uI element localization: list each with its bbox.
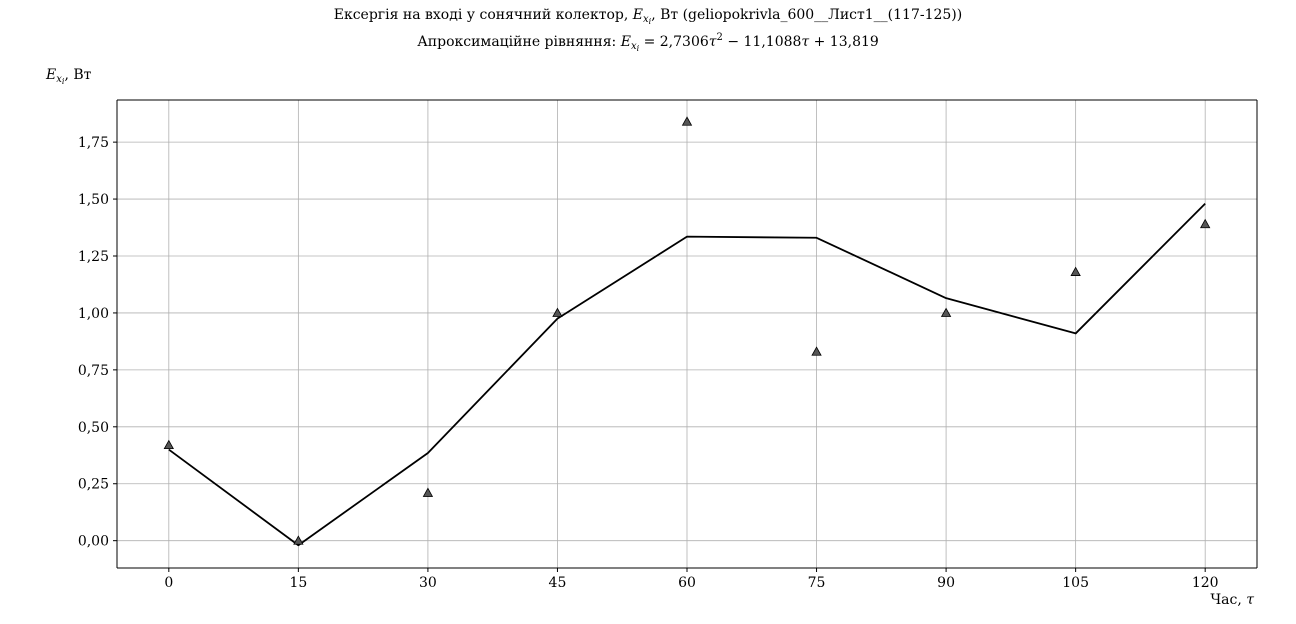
x-axis-label: Час, τ — [1210, 592, 1254, 608]
y-tick-label-6: 1,50 — [78, 192, 109, 208]
chart-title: Ексергія на вході у сонячний колектор, E… — [0, 7, 1296, 26]
y-tick-label-1: 0,25 — [78, 477, 109, 493]
data-point-5 — [811, 346, 822, 356]
chart-title-symbol-sub: xi — [642, 14, 652, 26]
y-tick-label-3: 0,75 — [78, 363, 109, 379]
data-point-3 — [552, 307, 563, 317]
series-line-0 — [168, 202, 1206, 547]
x-tick-label-1: 15 — [289, 575, 307, 591]
data-point-0 — [163, 439, 174, 450]
x-tick-label-5: 75 — [808, 575, 826, 591]
subtitle-lhs-sub: xi — [630, 41, 640, 53]
y-tick-label-5: 1,25 — [78, 249, 109, 265]
x-tick-label-6: 90 — [937, 575, 955, 591]
subtitle-tau-2: τ — [801, 34, 810, 50]
subtitle-eq-part3: + 13,819 — [809, 34, 879, 50]
subtitle-power: 2 — [716, 32, 723, 43]
subtitle-tau-1: τ — [708, 34, 717, 50]
chart-title-symbol: E — [632, 7, 643, 23]
y-axis-label-unit: , Вт — [64, 67, 92, 83]
x-tick-label-4: 60 — [678, 575, 696, 591]
x-tick-label-3: 45 — [549, 575, 567, 591]
y-tick-label-7: 1,75 — [78, 135, 109, 151]
data-point-7 — [1070, 266, 1081, 276]
data-point-2 — [422, 487, 434, 497]
subtitle-lhs: E — [620, 34, 631, 50]
y-axis-label: Exi, Вт — [46, 67, 91, 86]
ticks: 0 15 30 45 60 75 90 105 120 0,00 0,25 0,50 0,75 1,00 1… — [78, 135, 1219, 591]
series — [163, 116, 1211, 547]
data-point-6 — [940, 307, 952, 317]
y-tick-label-4: 1,00 — [78, 306, 109, 322]
data-point-4 — [681, 116, 693, 126]
y-tick-label-2: 0,50 — [78, 420, 109, 436]
subtitle-prefix: Апроксимаційне рівняння: — [417, 34, 621, 50]
x-tick-label-0: 0 — [164, 575, 173, 591]
data-point-8 — [1200, 218, 1211, 229]
y-axis-label-sub: xi — [56, 74, 65, 86]
x-tick-label-2: 30 — [419, 575, 437, 591]
subtitle-eq-part2: − 11,1088 — [722, 34, 802, 50]
subtitle-eq-part1: = 2,7306 — [639, 34, 709, 50]
chart-title-rest: , Вт (geliopokrivla_600__Лист1__(117-125… — [651, 7, 963, 23]
x-tick-label-8: 120 — [1192, 575, 1219, 591]
grid — [117, 100, 1257, 568]
chart-subtitle: Апроксимаційне рівняння: Exi = 2,7306τ2 … — [0, 32, 1296, 53]
y-tick-label-0: 0,00 — [78, 534, 109, 550]
x-axis-label-text: Час, — [1210, 592, 1247, 608]
data-point-1 — [293, 535, 304, 545]
chart-title-main: Ексергія на вході у сонячний колектор, — [333, 7, 633, 23]
y-axis-label-symbol: E — [46, 67, 57, 83]
x-tick-label-7: 105 — [1062, 575, 1089, 591]
x-axis-label-symbol: τ — [1246, 592, 1254, 608]
